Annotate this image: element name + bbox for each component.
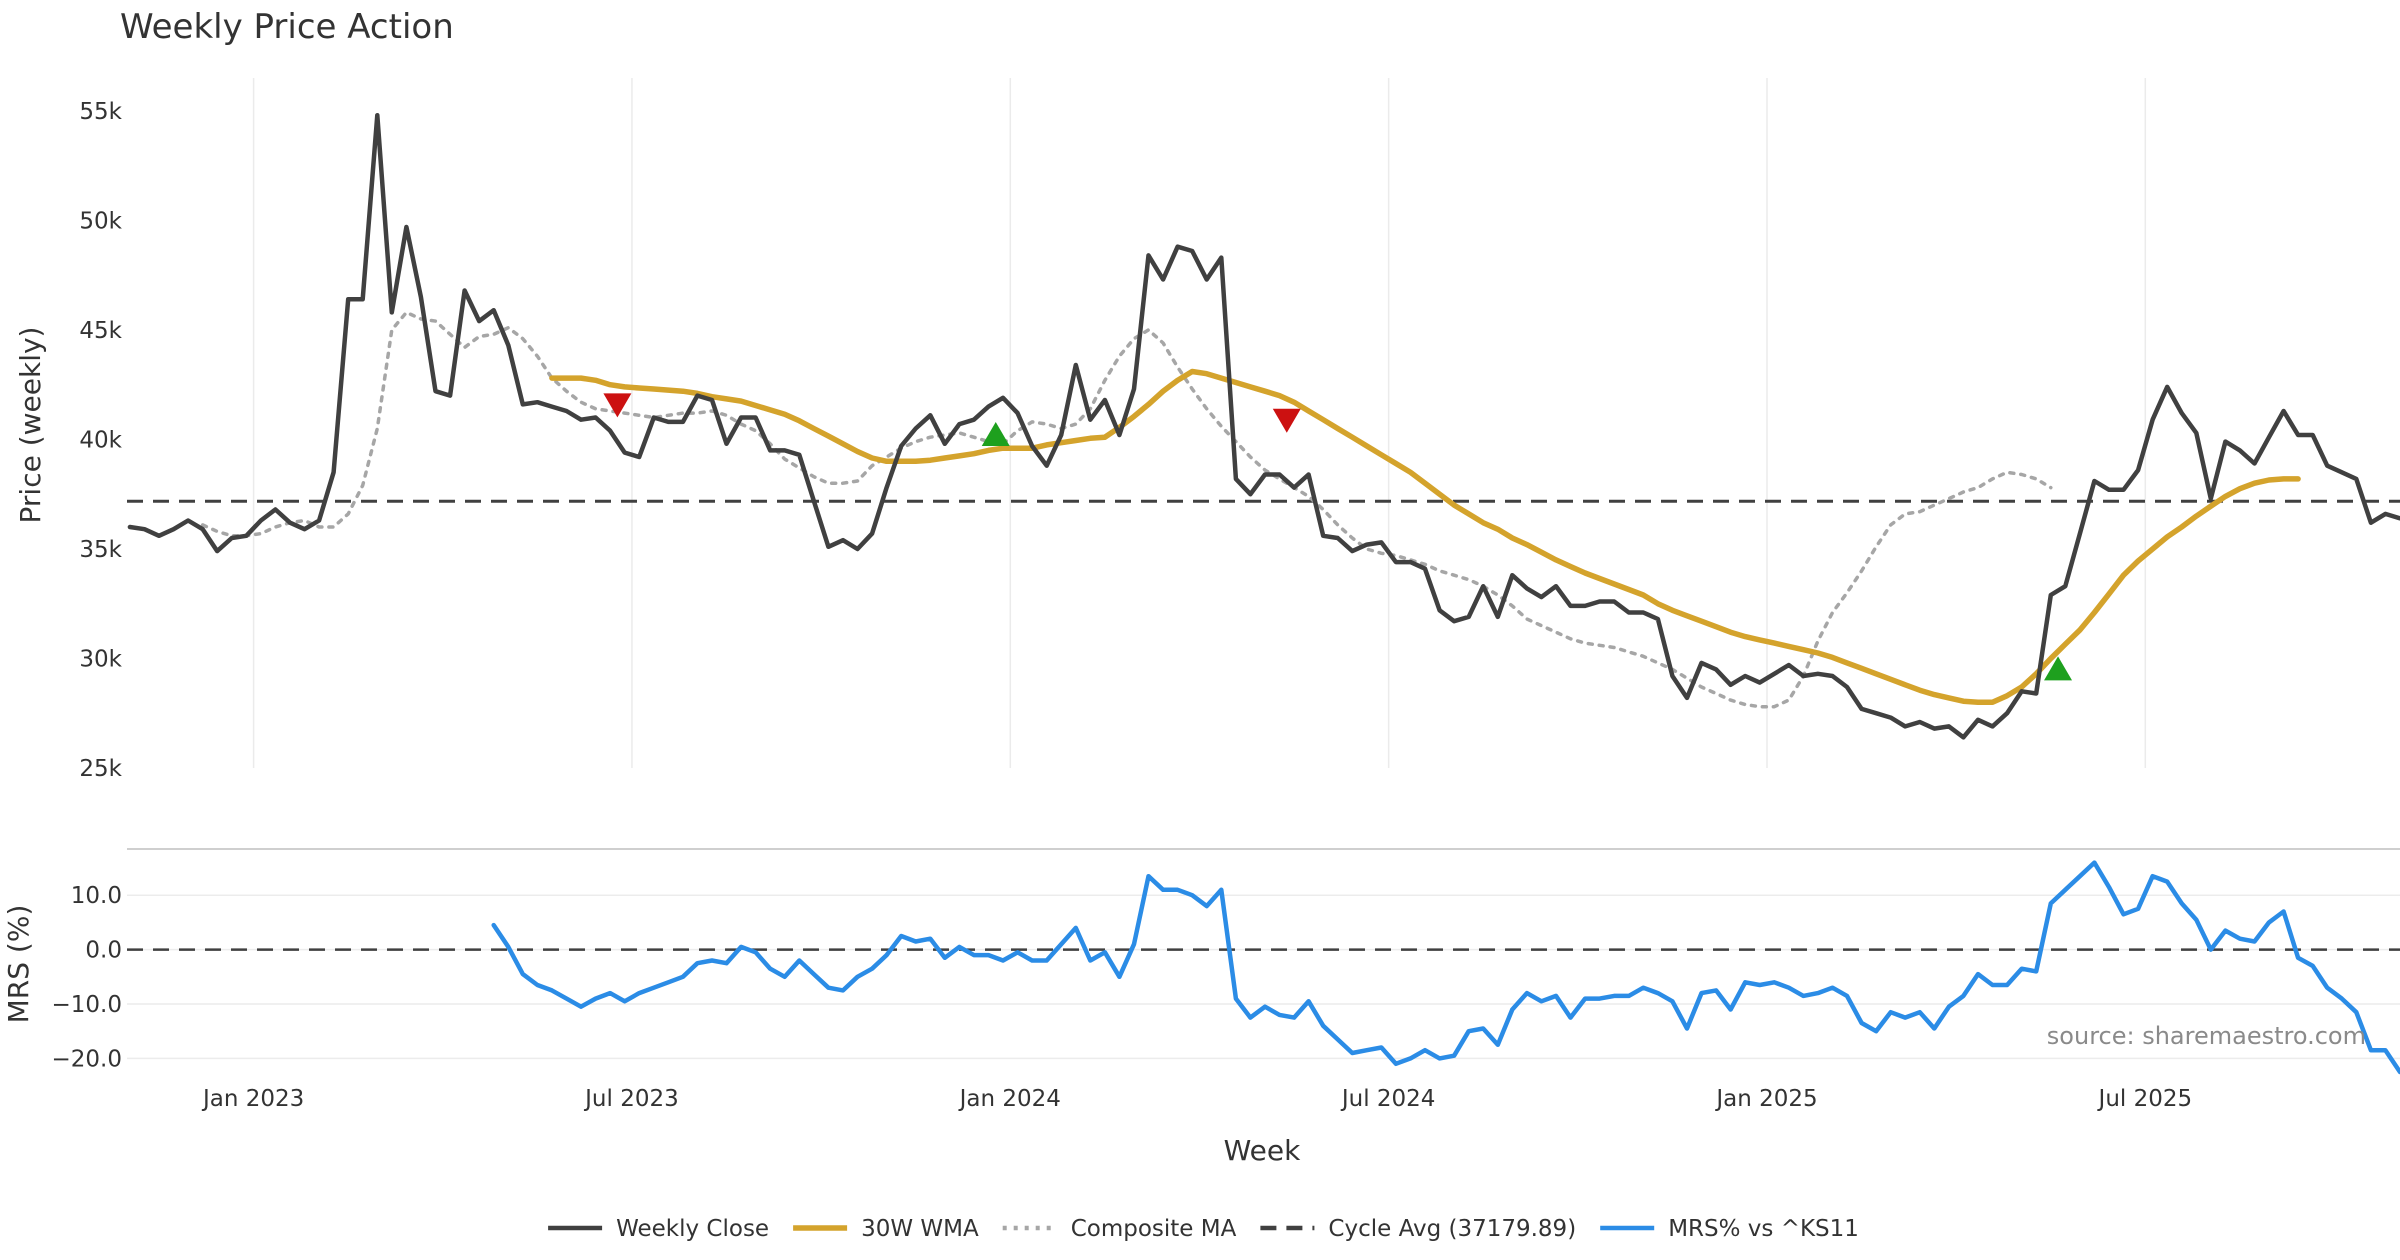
x-axis: Jan 2023 Jul 2023 Jan 2024 Jul 2024 Jan 2025… bbox=[201, 1086, 2192, 1112]
price-y-axis: 25k 30k 35k 40k 45k 50k 55k bbox=[79, 99, 122, 782]
mrs-series-group bbox=[127, 860, 2400, 1075]
legend-label: Cycle Avg (37179.89) bbox=[1328, 1216, 1576, 1242]
mrs-y-tick-label: 10.0 bbox=[71, 883, 122, 909]
legend-label: MRS% vs ^KS11 bbox=[1668, 1216, 1859, 1242]
composite-ma-line bbox=[200, 310, 2053, 709]
weekly-close-line bbox=[127, 112, 2400, 740]
x-tick-label: Jul 2025 bbox=[2097, 1086, 2193, 1112]
30w-wma-line bbox=[549, 368, 2301, 706]
mrs-y-tick-label: −20.0 bbox=[52, 1046, 122, 1072]
x-tick-label: Jan 2024 bbox=[958, 1086, 1061, 1112]
price-y-axis-label: Price (weekly) bbox=[14, 327, 47, 524]
source-note: source: sharemaestro.com bbox=[2047, 1022, 2366, 1050]
buy-signal-marker bbox=[981, 422, 1010, 447]
price-y-tick-label: 30k bbox=[79, 646, 122, 672]
x-tick-label: Jul 2024 bbox=[1340, 1086, 1436, 1112]
x-tick-label: Jan 2025 bbox=[1714, 1086, 1817, 1112]
mrs-y-tick-label: 0.0 bbox=[85, 938, 122, 964]
price-y-tick-label: 25k bbox=[79, 756, 122, 782]
price-y-tick-label: 40k bbox=[79, 427, 122, 453]
legend-label: Weekly Close bbox=[616, 1216, 769, 1242]
price-y-tick-label: 35k bbox=[79, 537, 122, 563]
legend-item: Weekly Close bbox=[548, 1216, 769, 1242]
mrs-panel-grid bbox=[127, 894, 2400, 1060]
mrs-line bbox=[491, 860, 2400, 1075]
price-y-tick-label: 50k bbox=[79, 208, 122, 234]
mrs-y-axis-label: MRS (%) bbox=[2, 905, 35, 1024]
legend-item: Cycle Avg (37179.89) bbox=[1260, 1216, 1576, 1242]
x-tick-label: Jan 2023 bbox=[201, 1086, 304, 1112]
chart-title: Weekly Price Action bbox=[120, 7, 454, 47]
legend-item: Composite MA bbox=[1002, 1216, 1237, 1242]
x-axis-label: Week bbox=[1224, 1134, 1301, 1167]
legend-label: 30W WMA bbox=[861, 1216, 979, 1242]
mrs-y-tick-label: −10.0 bbox=[52, 992, 122, 1018]
legend-item: 30W WMA bbox=[793, 1216, 979, 1242]
x-tick-label: Jul 2023 bbox=[583, 1086, 679, 1112]
buy-signal-marker bbox=[2044, 656, 2073, 681]
price-y-tick-label: 45k bbox=[79, 318, 122, 344]
price-panel-grid bbox=[252, 78, 2147, 768]
sell-signal-marker bbox=[603, 393, 632, 418]
sell-signal-marker bbox=[1272, 408, 1301, 433]
legend-item: MRS% vs ^KS11 bbox=[1600, 1216, 1859, 1242]
price-y-tick-label: 55k bbox=[79, 99, 122, 125]
price-series-group bbox=[127, 112, 2400, 740]
chart-legend: Weekly Close 30W WMA Composite MA Cycle Avg… bbox=[548, 1216, 1859, 1242]
mrs-y-axis: −20.0 −10.0 0.0 10.0 bbox=[52, 883, 122, 1072]
legend-label: Composite MA bbox=[1071, 1216, 1237, 1242]
signal-markers bbox=[603, 393, 2073, 681]
